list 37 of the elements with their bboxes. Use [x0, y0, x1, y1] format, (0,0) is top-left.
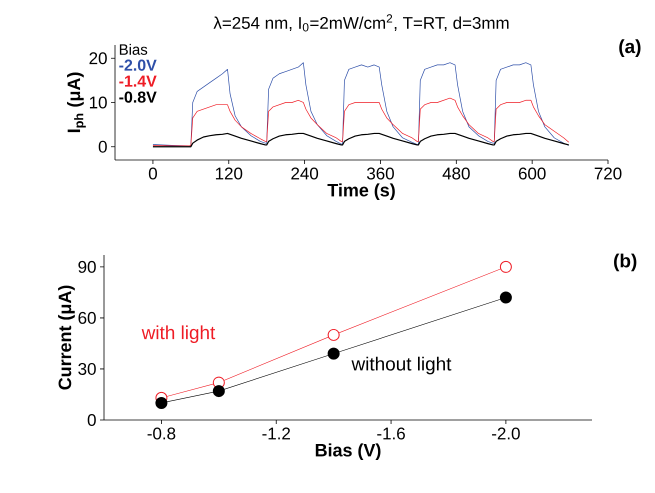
text: -2.0V — [119, 60, 157, 71]
series-label: without light — [351, 356, 452, 374]
text: -1.4V — [119, 76, 157, 87]
y-tick-label: 30 — [78, 362, 96, 375]
series-label: with light — [142, 325, 216, 344]
x-tick-label: -2.0 — [492, 428, 520, 440]
y-tick-label: 0 — [88, 414, 96, 426]
text: (a) — [619, 39, 641, 57]
point — [500, 260, 512, 273]
point — [500, 292, 512, 304]
x-tick-label: -0.8 — [148, 428, 176, 440]
text: -0.8V — [119, 91, 157, 103]
x-tick-label: 600 — [518, 168, 546, 180]
legend-title: Bias — [120, 44, 148, 55]
y-tick-label: 60 — [78, 312, 96, 324]
text: (b) — [614, 254, 636, 272]
y-tick-label: 90 — [78, 260, 96, 273]
x-tick-label: -1.2 — [262, 428, 290, 440]
y-tick-label: 0 — [98, 140, 107, 153]
y-axis-title: Current (μA) — [58, 286, 75, 390]
chart-title: λ=254 nm, I$_{0}$=2mW/cm$^{2}$, T=RT, d=3mm — [214, 14, 508, 32]
y-tick-label: 10 — [90, 96, 107, 108]
point — [155, 396, 168, 409]
x-tick-label: 0 — [148, 168, 157, 180]
y-axis-title: I$_{ph}$ (μA) — [67, 72, 86, 132]
point — [212, 385, 225, 398]
x-tick-label: 720 — [594, 168, 622, 180]
x-tick-label: -1.6 — [377, 428, 405, 440]
x-axis-title: Bias (V) — [316, 443, 380, 460]
y-tick-label: 20 — [90, 52, 107, 64]
point — [328, 328, 340, 341]
x-tick-label: 360 — [366, 168, 394, 180]
x-tick-label: 240 — [291, 168, 318, 180]
x-tick-label: 120 — [216, 168, 242, 180]
x-axis-title: Time (s) — [327, 183, 395, 200]
x-tick-label: 480 — [442, 168, 470, 180]
point — [328, 348, 340, 360]
